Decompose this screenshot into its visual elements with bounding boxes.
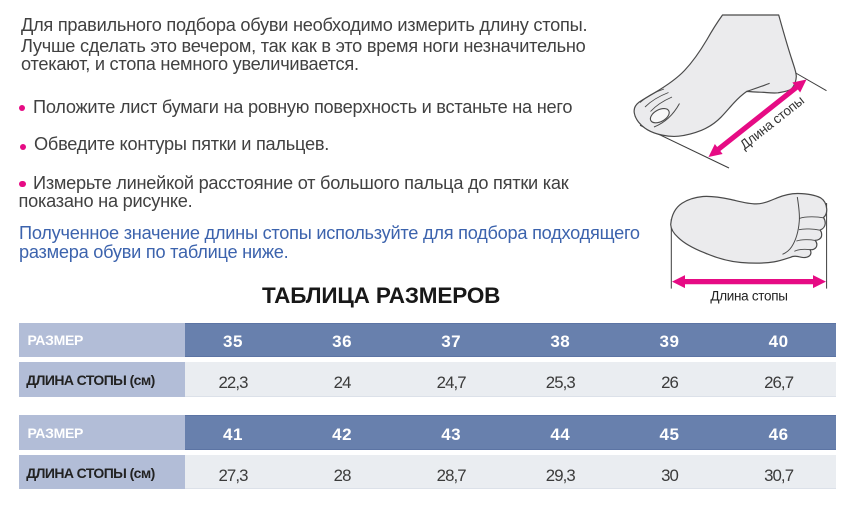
svg-text:Длина стопы: Длина стопы	[737, 93, 807, 153]
svg-text:Длина стопы: Длина стопы	[710, 288, 787, 303]
